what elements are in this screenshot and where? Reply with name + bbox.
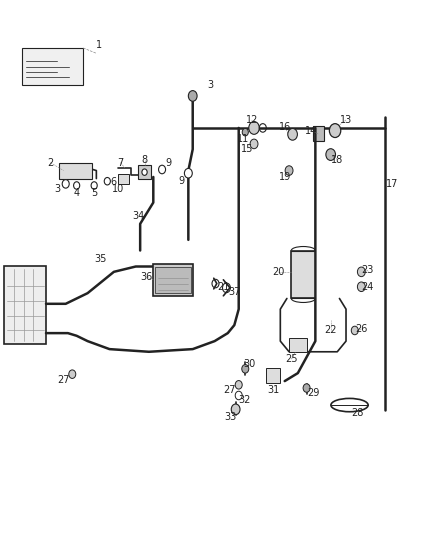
Bar xyxy=(289,338,307,352)
Circle shape xyxy=(231,404,240,415)
Text: 5: 5 xyxy=(91,188,97,198)
Circle shape xyxy=(104,177,110,185)
Text: 33: 33 xyxy=(224,412,236,422)
Bar xyxy=(138,165,151,179)
Text: 8: 8 xyxy=(141,155,148,165)
Text: 17: 17 xyxy=(386,179,398,189)
Bar xyxy=(59,163,92,179)
Text: 28: 28 xyxy=(351,408,363,418)
Text: 4: 4 xyxy=(74,188,80,198)
Text: 32: 32 xyxy=(238,395,251,405)
Text: 20: 20 xyxy=(272,267,284,277)
Circle shape xyxy=(69,370,76,378)
Bar xyxy=(4,266,46,344)
Text: 23: 23 xyxy=(362,265,374,275)
Text: 10: 10 xyxy=(112,184,124,194)
Text: 31: 31 xyxy=(268,385,280,395)
Circle shape xyxy=(235,391,242,400)
Circle shape xyxy=(285,166,293,175)
Circle shape xyxy=(184,168,192,178)
Circle shape xyxy=(74,182,80,189)
Text: 30: 30 xyxy=(244,359,256,368)
Circle shape xyxy=(188,91,197,101)
Bar xyxy=(22,48,83,85)
Text: 35: 35 xyxy=(95,254,107,263)
Circle shape xyxy=(235,381,242,389)
Text: 11: 11 xyxy=(237,134,249,143)
Text: 7: 7 xyxy=(117,158,124,167)
Circle shape xyxy=(62,180,69,188)
Bar xyxy=(153,264,193,296)
Circle shape xyxy=(242,365,249,373)
Circle shape xyxy=(329,124,341,138)
Bar xyxy=(332,127,338,134)
Text: 26: 26 xyxy=(355,325,367,334)
Bar xyxy=(313,126,324,141)
Text: 37: 37 xyxy=(228,287,240,297)
Text: 34: 34 xyxy=(132,211,144,221)
Text: 15: 15 xyxy=(241,144,254,154)
Circle shape xyxy=(91,182,97,189)
Text: 2: 2 xyxy=(47,158,53,167)
Text: 19: 19 xyxy=(279,172,291,182)
Text: 16: 16 xyxy=(279,122,291,132)
Bar xyxy=(118,174,129,184)
Text: 1: 1 xyxy=(95,41,102,50)
Text: 36: 36 xyxy=(141,272,153,282)
Text: 18: 18 xyxy=(331,155,343,165)
Bar xyxy=(291,251,315,298)
Text: 3: 3 xyxy=(207,80,213,90)
Text: 9: 9 xyxy=(166,158,172,167)
Text: 27: 27 xyxy=(57,375,70,385)
Circle shape xyxy=(357,267,365,277)
Circle shape xyxy=(249,122,259,134)
Circle shape xyxy=(159,165,166,174)
Circle shape xyxy=(242,128,248,136)
Circle shape xyxy=(303,384,310,392)
Circle shape xyxy=(351,326,358,335)
Text: 21: 21 xyxy=(217,282,230,292)
Bar xyxy=(155,266,191,293)
Text: 14: 14 xyxy=(305,126,317,135)
Text: 22: 22 xyxy=(325,326,337,335)
Text: 27: 27 xyxy=(224,385,236,395)
Text: 3: 3 xyxy=(54,184,60,194)
Text: 24: 24 xyxy=(362,282,374,292)
Circle shape xyxy=(288,128,297,140)
Circle shape xyxy=(357,282,365,292)
Circle shape xyxy=(142,169,147,175)
Text: 25: 25 xyxy=(285,354,297,364)
Text: 29: 29 xyxy=(307,389,319,398)
Text: 6: 6 xyxy=(111,177,117,187)
Bar xyxy=(266,368,280,383)
Circle shape xyxy=(250,139,258,149)
Text: 13: 13 xyxy=(340,115,352,125)
Text: 9: 9 xyxy=(179,176,185,186)
Circle shape xyxy=(326,149,336,160)
Text: 12: 12 xyxy=(246,115,258,125)
